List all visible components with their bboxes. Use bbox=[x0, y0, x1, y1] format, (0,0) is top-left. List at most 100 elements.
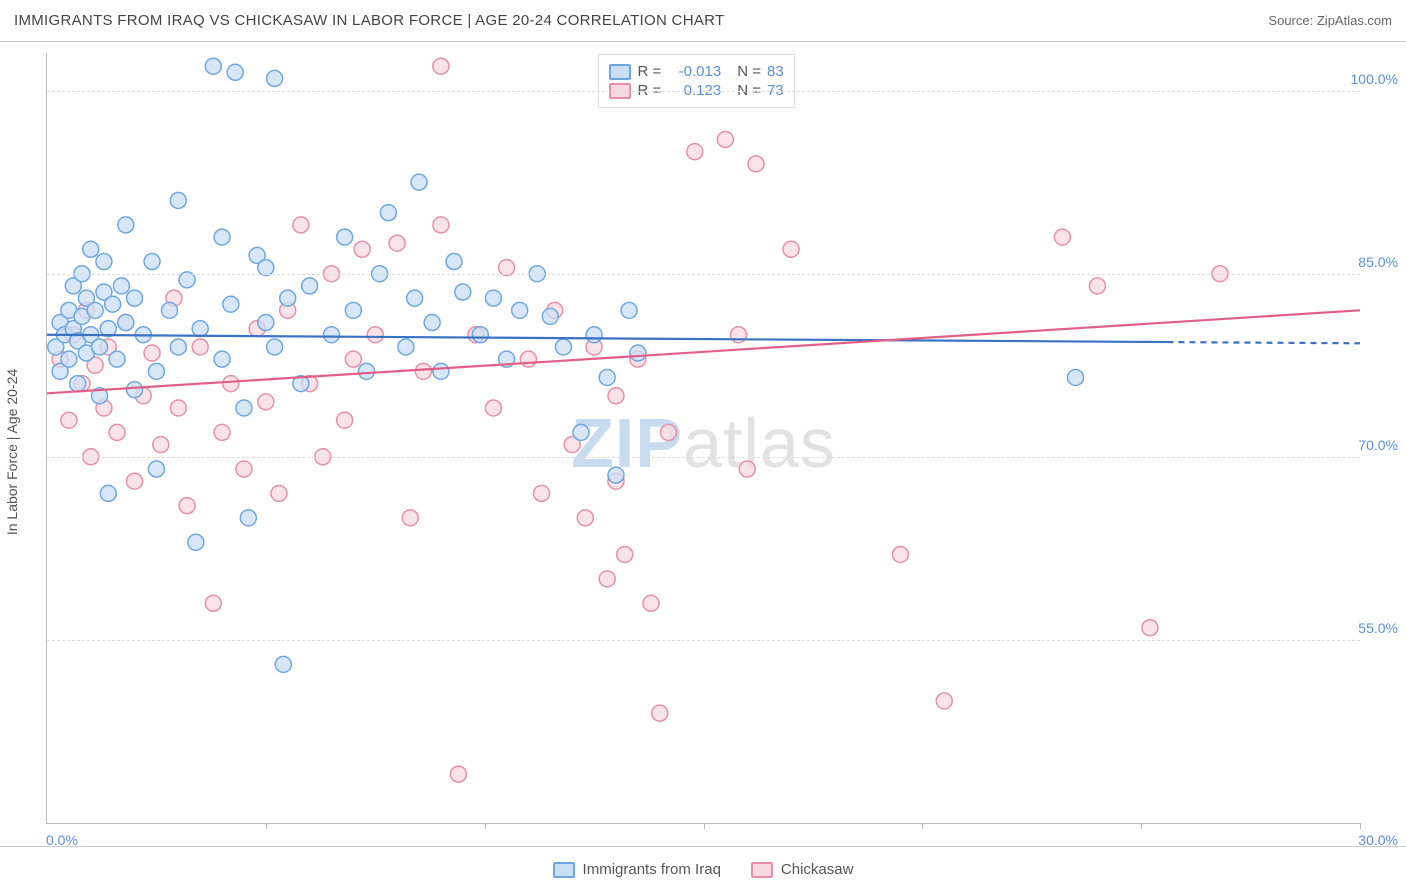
scatter-point bbox=[105, 296, 121, 312]
scatter-point bbox=[608, 388, 624, 404]
scatter-point bbox=[608, 467, 624, 483]
scatter-point bbox=[236, 400, 252, 416]
scatter-point bbox=[258, 315, 274, 331]
swatch-iraq bbox=[553, 862, 575, 878]
scatter-point bbox=[450, 766, 466, 782]
scatter-point bbox=[144, 345, 160, 361]
scatter-point bbox=[472, 327, 488, 343]
gridline bbox=[47, 640, 1360, 641]
scatter-point bbox=[398, 339, 414, 355]
scatter-point bbox=[415, 363, 431, 379]
scatter-point bbox=[275, 656, 291, 672]
y-axis-title: In Labor Force | Age 20-24 bbox=[4, 369, 20, 535]
scatter-point bbox=[153, 437, 169, 453]
scatter-point bbox=[236, 461, 252, 477]
legend-label-chickasaw: Chickasaw bbox=[781, 861, 854, 878]
scatter-point bbox=[118, 217, 134, 233]
scatter-point bbox=[148, 461, 164, 477]
scatter-point bbox=[345, 302, 361, 318]
scatter-point bbox=[205, 595, 221, 611]
scatter-point bbox=[258, 394, 274, 410]
swatch-chickasaw bbox=[751, 862, 773, 878]
chart-header: IMMIGRANTS FROM IRAQ VS CHICKASAW IN LAB… bbox=[0, 0, 1406, 42]
scatter-point bbox=[223, 296, 239, 312]
scatter-point bbox=[179, 498, 195, 514]
scatter-point bbox=[323, 327, 339, 343]
scatter-point bbox=[512, 302, 528, 318]
trend-line-iraq bbox=[47, 335, 1167, 342]
legend-label-iraq: Immigrants from Iraq bbox=[583, 861, 721, 878]
gridline bbox=[47, 457, 1360, 458]
x-tick bbox=[485, 823, 486, 829]
scatter-point bbox=[214, 229, 230, 245]
scatter-point bbox=[214, 351, 230, 367]
scatter-point bbox=[280, 290, 296, 306]
scatter-point bbox=[192, 339, 208, 355]
scatter-point bbox=[411, 174, 427, 190]
scatter-point bbox=[61, 412, 77, 428]
scatter-point bbox=[599, 571, 615, 587]
scatter-point bbox=[455, 284, 471, 300]
scatter-point bbox=[109, 424, 125, 440]
scatter-point bbox=[205, 58, 221, 74]
scatter-point bbox=[407, 290, 423, 306]
scatter-point bbox=[586, 327, 602, 343]
scatter-point bbox=[599, 369, 615, 385]
scatter-point bbox=[337, 412, 353, 428]
y-tick-label: 55.0% bbox=[1358, 620, 1398, 636]
x-tick bbox=[1141, 823, 1142, 829]
chart-container: In Labor Force | Age 20-24 ZIPatlas R = … bbox=[0, 42, 1406, 846]
x-tick bbox=[266, 823, 267, 829]
scatter-point bbox=[573, 424, 589, 440]
scatter-point bbox=[87, 302, 103, 318]
plot-area: ZIPatlas R = -0.013 N = 83 R = 0.123 N =… bbox=[46, 54, 1360, 824]
scatter-point bbox=[717, 131, 733, 147]
scatter-point bbox=[783, 241, 799, 257]
scatter-point bbox=[92, 339, 108, 355]
legend-item-iraq: Immigrants from Iraq bbox=[553, 861, 721, 878]
scatter-point bbox=[100, 485, 116, 501]
scatter-point bbox=[520, 351, 536, 367]
scatter-point bbox=[127, 290, 143, 306]
legend-item-chickasaw: Chickasaw bbox=[751, 861, 854, 878]
scatter-point bbox=[192, 321, 208, 337]
scatter-point bbox=[337, 229, 353, 245]
trend-line-chickasaw bbox=[47, 310, 1360, 393]
scatter-point bbox=[687, 144, 703, 160]
scatter-point bbox=[96, 254, 112, 270]
scatter-point bbox=[367, 327, 383, 343]
scatter-point bbox=[433, 58, 449, 74]
x-tick bbox=[922, 823, 923, 829]
scatter-svg bbox=[47, 54, 1360, 823]
scatter-point bbox=[936, 693, 952, 709]
scatter-point bbox=[402, 510, 418, 526]
scatter-point bbox=[267, 339, 283, 355]
trend-line-iraq-extrapolated bbox=[1167, 342, 1360, 343]
scatter-point bbox=[170, 192, 186, 208]
scatter-point bbox=[345, 351, 361, 367]
scatter-point bbox=[1054, 229, 1070, 245]
scatter-point bbox=[617, 546, 633, 562]
source-attribution: Source: ZipAtlas.com bbox=[1268, 13, 1392, 28]
scatter-point bbox=[643, 595, 659, 611]
scatter-point bbox=[267, 70, 283, 86]
scatter-point bbox=[127, 473, 143, 489]
y-tick-label: 85.0% bbox=[1358, 254, 1398, 270]
scatter-point bbox=[293, 217, 309, 233]
scatter-point bbox=[214, 424, 230, 440]
scatter-point bbox=[621, 302, 637, 318]
scatter-point bbox=[1068, 369, 1084, 385]
scatter-point bbox=[170, 400, 186, 416]
series-legend: Immigrants from Iraq Chickasaw bbox=[0, 846, 1406, 892]
scatter-point bbox=[485, 400, 501, 416]
scatter-point bbox=[433, 217, 449, 233]
scatter-point bbox=[660, 424, 676, 440]
scatter-point bbox=[271, 485, 287, 501]
scatter-point bbox=[354, 241, 370, 257]
scatter-point bbox=[652, 705, 668, 721]
scatter-point bbox=[188, 534, 204, 550]
scatter-point bbox=[223, 376, 239, 392]
scatter-point bbox=[148, 363, 164, 379]
scatter-point bbox=[227, 64, 243, 80]
scatter-point bbox=[555, 339, 571, 355]
